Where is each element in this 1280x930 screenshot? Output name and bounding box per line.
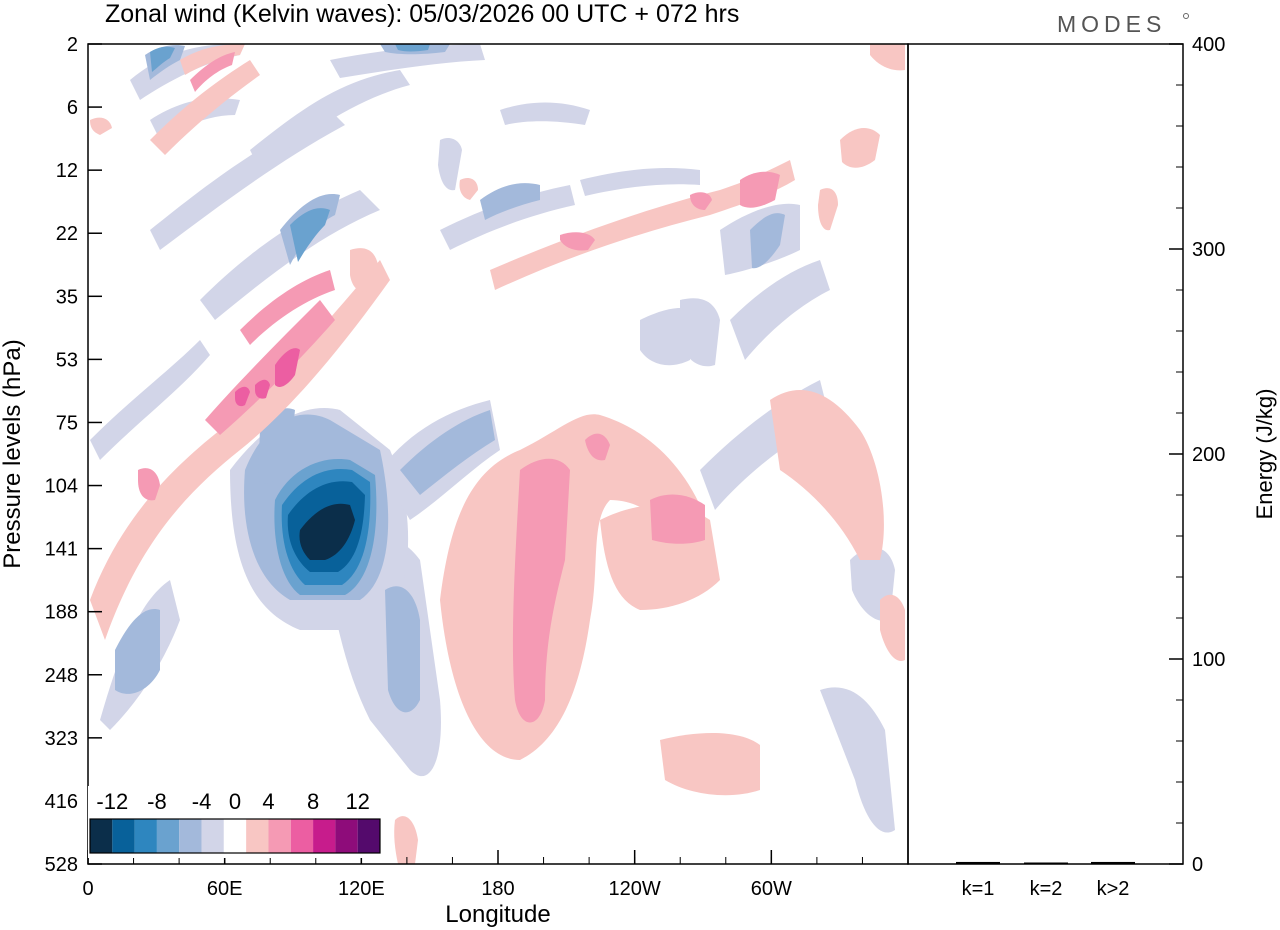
y-tick-label: 6 — [67, 97, 78, 119]
colorbar-swatch — [335, 819, 358, 853]
x-tick-label: 120E — [338, 878, 385, 900]
y-axis-title: Pressure levels (hPa) — [0, 339, 26, 568]
energy-tick-label: 0 — [1192, 854, 1203, 876]
colorbar-swatch — [357, 819, 380, 853]
energy-panel-frame — [907, 43, 1184, 865]
colorbar-swatch — [90, 819, 113, 853]
y-tick-label: 12 — [56, 160, 78, 182]
energy-bars: k=1 k=2 k>2 — [956, 861, 1135, 900]
colorbar-label: 0 — [229, 789, 241, 814]
y-tick-label: 248 — [45, 665, 78, 687]
energy-tick-label: 400 — [1192, 34, 1225, 56]
x-tick-label: 180 — [481, 878, 514, 900]
y-tick-label: 75 — [56, 412, 78, 434]
energy-axis: 0 100 200 300 400 — [1169, 34, 1225, 876]
colorbar-label: 8 — [307, 789, 319, 814]
y-tick-label: 22 — [56, 223, 78, 245]
energy-bar-2 — [1024, 862, 1068, 864]
colorbar-swatch — [156, 819, 180, 853]
y-tick-label: 323 — [45, 728, 78, 750]
colorbar-swatch — [268, 819, 291, 853]
colorbar-label: 12 — [345, 789, 369, 814]
energy-tick-label: 200 — [1192, 444, 1225, 466]
colorbar-swatch — [246, 819, 269, 853]
colorbar-label: -4 — [192, 789, 212, 814]
energy-tick-label: 100 — [1192, 649, 1225, 671]
energy-category-label: k>2 — [1097, 878, 1130, 900]
colorbar: -12 -8 -4 0 4 8 12 — [88, 786, 384, 858]
x-tick-label: 60E — [207, 878, 243, 900]
modes-logo: MODES — [1057, 11, 1166, 37]
y-tick-label: 35 — [56, 286, 78, 308]
y-tick-label: 188 — [45, 602, 78, 624]
colorbar-label: -8 — [147, 789, 167, 814]
colorbar-swatch — [313, 819, 336, 853]
y-tick-label: 53 — [56, 349, 78, 371]
chart-title: Zonal wind (Kelvin waves): 05/03/2026 00… — [105, 0, 739, 28]
colorbar-swatch — [223, 819, 247, 853]
x-axis: 0 60E 120E 180 120W 60W — [82, 850, 863, 900]
colorbar-frame — [89, 818, 381, 854]
x-axis-title: Longitude — [445, 901, 550, 928]
colorbar-swatch — [112, 819, 135, 853]
energy-tick-label: 300 — [1192, 239, 1225, 261]
y-tick-label: 2 — [67, 34, 78, 56]
x-tick-label: 60W — [751, 878, 792, 900]
band-pos-6 — [235, 348, 300, 407]
energy-category-label: k=2 — [1030, 878, 1063, 900]
colorbar-swatch — [134, 819, 157, 853]
logo-registered-mark — [1183, 13, 1189, 19]
energy-bar-3 — [1091, 861, 1135, 864]
y-tick-label: 528 — [45, 854, 78, 876]
band-neg-strong — [150, 44, 430, 595]
colorbar-label: 4 — [262, 789, 274, 814]
colorbar-swatch — [179, 819, 202, 853]
energy-category-label: k=1 — [962, 878, 995, 900]
band-pos-2 — [90, 44, 905, 864]
x-tick-label: 0 — [82, 878, 93, 900]
energy-bar-1 — [956, 861, 1000, 864]
colorbar-swatch — [290, 819, 314, 853]
colorbar-label: -12 — [96, 789, 128, 814]
wind-field — [90, 44, 905, 864]
x-tick-label: 120W — [609, 878, 661, 900]
y-tick-label: 416 — [45, 791, 78, 813]
energy-axis-title: Energy (J/kg) — [1252, 389, 1277, 520]
y-tick-label: 141 — [45, 539, 78, 561]
y-axis: 2 6 12 22 35 53 75 104 141 188 248 323 416 528 — [45, 34, 102, 876]
y-tick-label: 104 — [45, 476, 78, 498]
colorbar-swatch — [201, 819, 224, 853]
